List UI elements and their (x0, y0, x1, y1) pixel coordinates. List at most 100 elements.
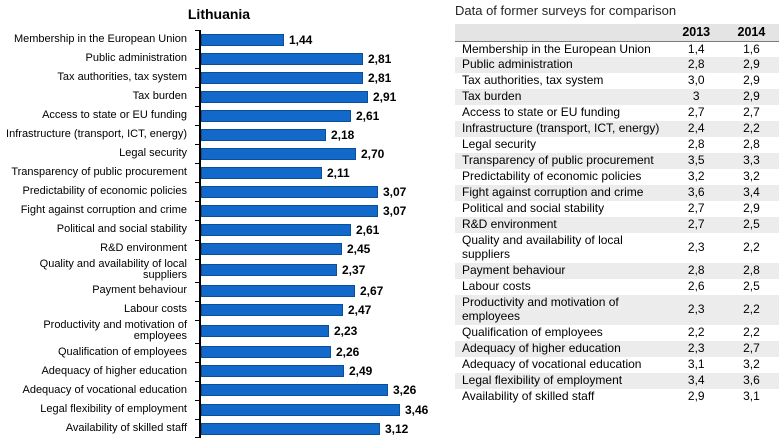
row-label: Productivity and motivation of employees (462, 295, 619, 324)
value-2014: 3,4 (743, 185, 760, 200)
bar (201, 71, 363, 84)
value-2013: 2,3 (687, 341, 705, 356)
bar-value-label: 2,91 (373, 89, 397, 104)
row-label: Availability of skilled staff (462, 389, 595, 404)
bar-area: 2,81 (193, 52, 435, 66)
bar-value-label: 2,67 (360, 284, 384, 299)
category-label: Public administration (85, 51, 188, 64)
value-2013: 2,9 (687, 389, 705, 404)
row-label: Access to state or EU funding (462, 105, 621, 120)
category-label: Quality and availability of local suppli… (39, 257, 187, 282)
table-row: Legal security 2,8 2,8 (455, 137, 779, 153)
category-label: Infrastructure (transport, ICT, energy) (6, 127, 187, 140)
bar-value-label: 3,07 (383, 184, 407, 199)
bar-area: 2,61 (193, 109, 435, 123)
value-2013: 3,5 (687, 153, 705, 168)
value-2013: 2,3 (687, 302, 705, 317)
category-label: Tax authorities, tax system (57, 70, 187, 83)
chart-row: Tax burden 2,91 (0, 87, 435, 106)
value-2014: 2,5 (743, 217, 760, 232)
chart-title: Lithuania (187, 6, 251, 22)
table-row: Fight against corruption and crime 3,6 3,4 (455, 185, 779, 202)
bar-value-label: 2,18 (331, 127, 355, 142)
bar-area: 2,67 (193, 284, 435, 298)
bar (201, 365, 344, 378)
chart-row: Fight against corruption and crime 3,07 (0, 201, 435, 220)
category-label: Political and social stability (56, 223, 187, 236)
table-row: Political and social stability 2,7 2,9 (455, 201, 779, 217)
bar-area: 2,81 (193, 71, 435, 85)
value-2014: 2,9 (743, 57, 760, 72)
row-label: Labour costs (462, 279, 531, 294)
value-2013: 2,8 (687, 137, 705, 152)
table-row: Tax authorities, tax system 3,0 2,9 (455, 73, 779, 89)
chart-row: Infrastructure (transport, ICT, energy) 2… (0, 125, 435, 144)
table-row: Availability of skilled staff 2,9 3,1 (455, 389, 779, 405)
category-label: Predictability of economic policies (22, 185, 187, 198)
bar (201, 346, 331, 359)
header-2014: 2014 (723, 24, 779, 42)
value-2014: 2,8 (743, 137, 760, 152)
row-label: Qualification of employees (462, 325, 603, 340)
table-row: Adequacy of vocational education 3,1 3,2 (455, 357, 779, 373)
category-label: Qualification of employees (57, 345, 187, 358)
bar-area: 2,11 (193, 166, 435, 180)
bar-area: 3,46 (193, 403, 435, 417)
value-2014: 3,2 (743, 357, 760, 372)
row-label: Tax authorities, tax system (462, 73, 604, 88)
category-label: Membership in the European Union (13, 32, 187, 45)
table-row: Adequacy of higher education 2,3 2,7 (455, 341, 779, 358)
value-2014: 3,2 (743, 169, 760, 184)
value-2014: 2,2 (743, 240, 760, 255)
bar-area: 2,61 (193, 223, 435, 237)
bar-value-label: 2,81 (368, 51, 392, 66)
value-2014: 2,5 (743, 279, 760, 294)
bar (201, 223, 351, 236)
category-label: Adequacy of higher education (41, 364, 187, 377)
bar-area: 2,37 (193, 263, 435, 277)
row-label: Transparency of public procurement (462, 153, 654, 168)
value-2013: 2,4 (687, 121, 705, 136)
value-2013: 2,8 (687, 263, 705, 278)
chart-row: Public administration 2,81 (0, 49, 435, 68)
table-row: Labour costs 2,6 2,5 (455, 279, 779, 295)
row-label: Public administration (462, 57, 573, 72)
bar-area: 2,18 (193, 128, 435, 142)
bar-area: 2,49 (193, 364, 435, 378)
chart-row: Membership in the European Union 1,44 (0, 30, 435, 49)
chart-row: Qualification of employees 2,26 (0, 342, 435, 362)
value-2014: 2,7 (743, 105, 760, 120)
chart-rows: Membership in the European Union 1,44 Publ… (0, 30, 435, 438)
chart-row: Availability of skilled staff 3,12 (0, 419, 435, 438)
category-label: Productivity and motivation of employees (43, 318, 187, 343)
bar-area: 2,26 (193, 345, 435, 359)
row-label: Political and social stability (462, 201, 605, 216)
value-2014: 3,1 (743, 389, 760, 404)
table-row: Membership in the European Union 1,4 1,6 (455, 41, 779, 57)
bar-area: 2,47 (193, 303, 435, 317)
header-empty-cell (455, 24, 669, 42)
bar-area: 3,07 (193, 204, 435, 218)
bar (201, 128, 326, 141)
bar (201, 325, 329, 338)
row-label: Infrastructure (transport, ICT, energy) (462, 121, 660, 136)
bar-value-label: 3,12 (385, 421, 409, 436)
chart-row: Adequacy of higher education 2,49 (0, 361, 435, 381)
value-2013: 3,6 (687, 185, 705, 200)
table-row: Access to state or EU funding 2,7 2,7 (455, 105, 779, 121)
bar-value-label: 1,44 (289, 32, 313, 47)
bar-value-label: 2,11 (327, 165, 350, 180)
chart-row: Productivity and motivation of employees… (0, 318, 435, 343)
bar-value-label: 2,81 (368, 70, 392, 85)
row-label: R&D environment (462, 217, 557, 232)
value-2013: 3,4 (687, 373, 705, 388)
row-label: Predictability of economic policies (462, 169, 642, 184)
value-2014: 2,2 (743, 325, 760, 340)
value-2014: 2,8 (743, 263, 760, 278)
bar-value-label: 2,37 (342, 263, 366, 278)
row-label: Legal security (462, 137, 537, 152)
category-label: Legal flexibility of employment (40, 402, 187, 415)
value-2013: 2,2 (687, 325, 705, 340)
value-2013: 3,2 (687, 169, 705, 184)
value-2013: 2,3 (687, 240, 705, 255)
